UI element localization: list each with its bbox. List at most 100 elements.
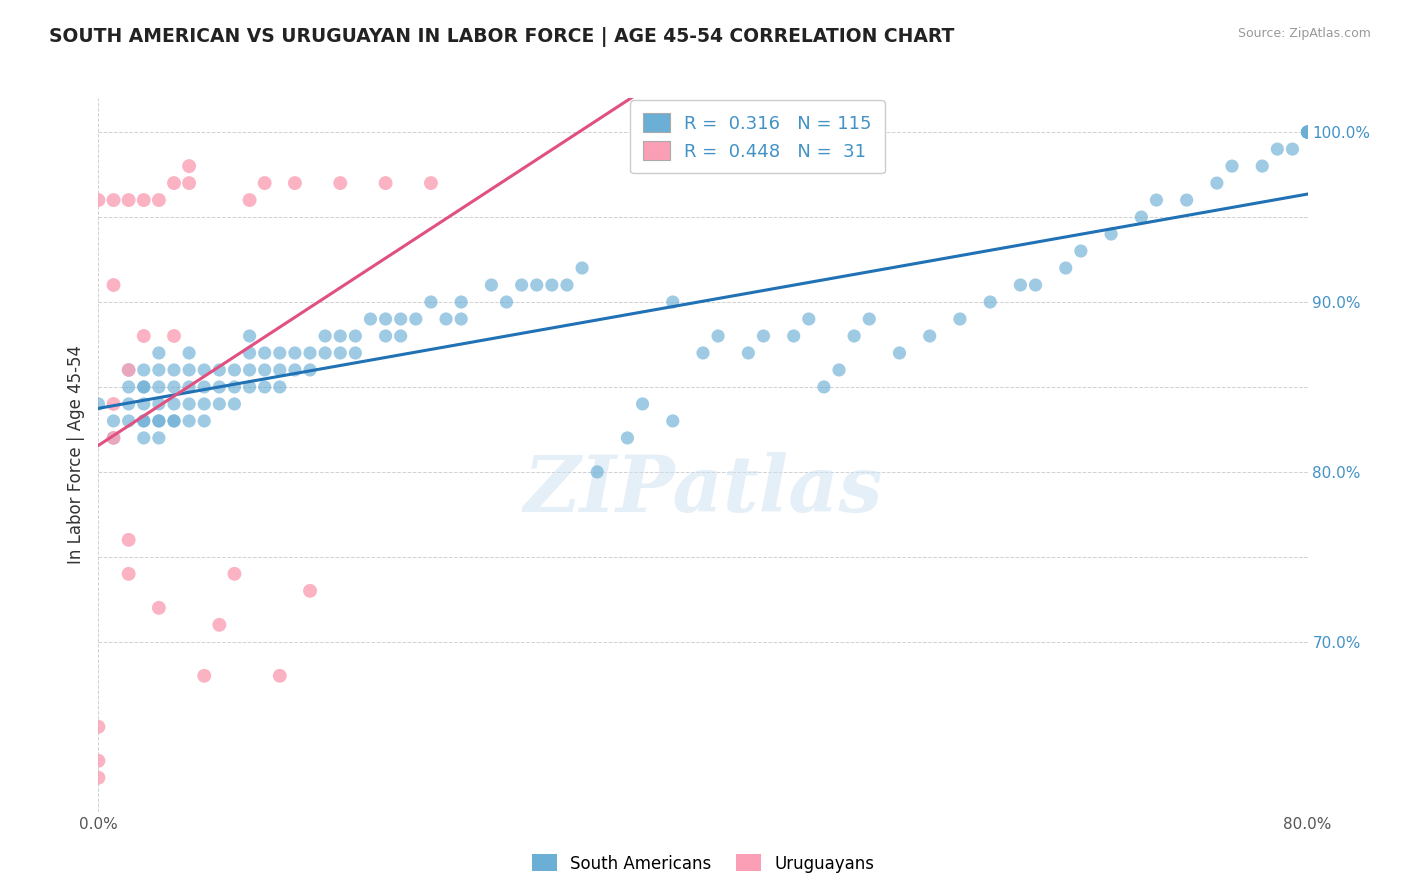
Point <box>284 346 307 360</box>
Point <box>434 312 457 326</box>
Point <box>299 346 322 360</box>
Point <box>450 312 472 326</box>
Point <box>239 346 262 360</box>
Point <box>118 380 141 394</box>
Point <box>314 346 336 360</box>
Point <box>224 380 246 394</box>
Point <box>329 176 352 190</box>
Point <box>118 533 141 547</box>
Point <box>389 312 412 326</box>
Point <box>949 312 972 326</box>
Point <box>179 380 201 394</box>
Point <box>163 363 186 377</box>
Point <box>118 414 141 428</box>
Point <box>87 754 110 768</box>
Point <box>148 600 170 615</box>
Point <box>1296 125 1319 139</box>
Point <box>299 583 322 598</box>
Point <box>163 414 186 428</box>
Text: SOUTH AMERICAN VS URUGUAYAN IN LABOR FORCE | AGE 45-54 CORRELATION CHART: SOUTH AMERICAN VS URUGUAYAN IN LABOR FOR… <box>49 27 955 46</box>
Point <box>224 566 246 581</box>
Point <box>179 363 201 377</box>
Point <box>1296 125 1319 139</box>
Point <box>1099 227 1122 241</box>
Point <box>344 346 367 360</box>
Point <box>132 329 155 343</box>
Point <box>420 176 443 190</box>
Point <box>344 329 367 343</box>
Point <box>224 397 246 411</box>
Point <box>1130 210 1153 224</box>
Point <box>163 329 186 343</box>
Point <box>631 397 654 411</box>
Point <box>132 431 155 445</box>
Point <box>132 414 155 428</box>
Point <box>163 397 186 411</box>
Point <box>1010 278 1032 293</box>
Point <box>284 363 307 377</box>
Point <box>103 431 125 445</box>
Point <box>193 380 215 394</box>
Point <box>253 363 276 377</box>
Point <box>540 278 562 293</box>
Point <box>239 363 262 377</box>
Point <box>1144 193 1167 207</box>
Point <box>420 295 443 310</box>
Point <box>481 278 503 293</box>
Point <box>103 431 125 445</box>
Point <box>692 346 714 360</box>
Point <box>329 346 352 360</box>
Point <box>752 329 775 343</box>
Point <box>284 176 307 190</box>
Point <box>555 278 578 293</box>
Point <box>737 346 759 360</box>
Point <box>374 329 396 343</box>
Point <box>148 431 170 445</box>
Point <box>889 346 911 360</box>
Point <box>510 278 533 293</box>
Point <box>844 329 866 343</box>
Point <box>148 414 170 428</box>
Text: Source: ZipAtlas.com: Source: ZipAtlas.com <box>1237 27 1371 40</box>
Point <box>253 380 276 394</box>
Point <box>269 346 291 360</box>
Point <box>148 193 170 207</box>
Point <box>389 329 412 343</box>
Point <box>148 380 170 394</box>
Point <box>797 312 820 326</box>
Point <box>586 465 609 479</box>
Point <box>208 380 231 394</box>
Point <box>979 295 1001 310</box>
Point <box>132 380 155 394</box>
Point <box>163 176 186 190</box>
Point <box>828 363 851 377</box>
Point <box>1296 125 1319 139</box>
Point <box>179 159 201 173</box>
Point <box>253 346 276 360</box>
Point <box>1251 159 1274 173</box>
Point <box>405 312 427 326</box>
Point <box>103 414 125 428</box>
Point <box>1175 193 1198 207</box>
Point <box>1281 142 1303 156</box>
Point <box>1296 125 1319 139</box>
Point <box>269 380 291 394</box>
Point <box>239 329 262 343</box>
Point <box>148 397 170 411</box>
Point <box>858 312 880 326</box>
Point <box>299 363 322 377</box>
Point <box>87 193 110 207</box>
Text: ZIPatlas: ZIPatlas <box>523 452 883 529</box>
Point <box>269 669 291 683</box>
Point <box>103 193 125 207</box>
Point <box>783 329 806 343</box>
Y-axis label: In Labor Force | Age 45-54: In Labor Force | Age 45-54 <box>66 345 84 565</box>
Point <box>1220 159 1243 173</box>
Point <box>103 397 125 411</box>
Point <box>148 414 170 428</box>
Point <box>87 397 110 411</box>
Point <box>813 380 835 394</box>
Point <box>87 720 110 734</box>
Point <box>239 193 262 207</box>
Point <box>132 363 155 377</box>
